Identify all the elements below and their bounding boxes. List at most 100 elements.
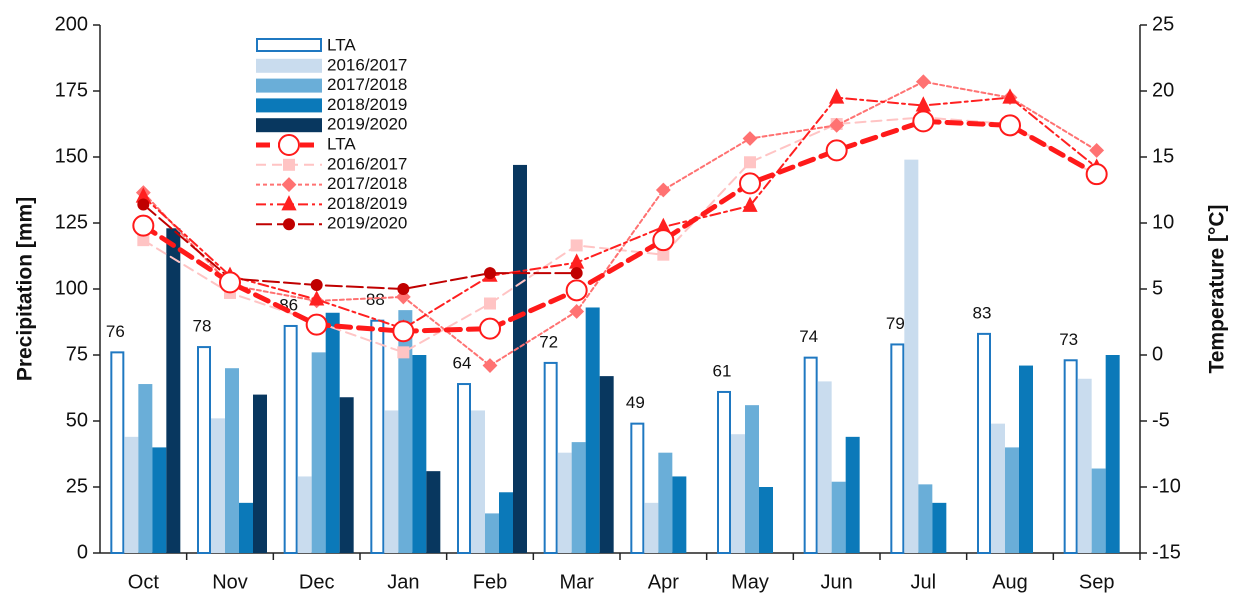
value-label: 61 [713, 361, 732, 380]
marker [825, 139, 848, 162]
bar [339, 397, 354, 553]
bar [1105, 355, 1120, 553]
marker [744, 156, 756, 169]
bar [211, 418, 225, 553]
value-label: 72 [539, 332, 558, 351]
marker [742, 196, 758, 212]
bar [557, 452, 572, 553]
bar [745, 405, 759, 553]
bar [325, 312, 340, 553]
marker [482, 358, 498, 373]
legend-swatch [256, 58, 322, 73]
marker [132, 214, 155, 237]
line [142, 203, 578, 291]
bar [384, 410, 399, 553]
marker [1002, 88, 1018, 104]
bar [297, 476, 312, 553]
marker [397, 346, 410, 359]
marker [652, 229, 675, 252]
value-label: 76 [106, 322, 125, 341]
marker [137, 198, 150, 211]
marker [484, 267, 496, 280]
y2-tick-label: -10 [1152, 475, 1181, 497]
bar [499, 492, 513, 553]
bar [731, 434, 745, 553]
marker [739, 172, 761, 195]
value-label: 64 [453, 354, 472, 373]
marker [565, 279, 588, 302]
legend-label: 2016/2017 [327, 55, 407, 74]
bar [630, 422, 645, 555]
bar [585, 307, 600, 553]
marker [278, 134, 300, 156]
bar [759, 487, 773, 553]
marker [397, 283, 410, 295]
marker [310, 279, 323, 292]
marker [479, 317, 501, 340]
y-tick-label: 25 [66, 475, 88, 497]
bar [398, 310, 413, 553]
x-tick-label: Apr [648, 571, 679, 593]
y-tick-label: 75 [66, 343, 88, 365]
y-tick-label: 0 [77, 541, 88, 563]
bar [817, 381, 832, 553]
legend-label: 2018/2019 [327, 194, 407, 213]
legend-swatch [256, 38, 322, 52]
value-label: 49 [626, 393, 645, 412]
bar [890, 343, 905, 554]
x-tick-label: Aug [992, 571, 1028, 593]
bar [672, 476, 687, 553]
bar [717, 390, 731, 554]
bar [412, 355, 427, 553]
legend-label: 2019/2020 [327, 115, 407, 134]
value-label: 79 [886, 314, 905, 333]
bar [311, 352, 326, 553]
y-tick-label: 175 [55, 79, 88, 101]
legend-label: 2016/2017 [327, 154, 407, 173]
marker [829, 88, 845, 104]
marker [912, 110, 935, 133]
bar [1091, 468, 1106, 553]
marker [392, 320, 415, 343]
x-tick-label: Oct [128, 571, 160, 593]
y-axis-title: Precipitation [mm] [14, 197, 37, 381]
y2-tick-label: 10 [1152, 211, 1174, 233]
y-tick-label: 200 [55, 13, 88, 35]
y-tick-label: 125 [55, 211, 88, 233]
legend-label: 2019/2020 [327, 214, 407, 233]
x-tick-label: Jun [821, 571, 853, 593]
bar [239, 502, 253, 553]
marker [1089, 142, 1105, 158]
legend-swatch [256, 98, 322, 113]
x-tick-label: Nov [212, 571, 248, 593]
bar [1063, 359, 1078, 554]
line [142, 80, 1098, 367]
value-label: 78 [193, 317, 212, 336]
bar [471, 410, 485, 553]
y2-tick-label: 5 [1152, 277, 1163, 299]
marker [999, 114, 1021, 137]
y2-tick-label: 25 [1152, 13, 1174, 35]
legend-label: 2017/2018 [327, 75, 407, 94]
y2-tick-label: 20 [1152, 79, 1174, 101]
bar [644, 502, 659, 553]
marker [569, 304, 585, 319]
x-tick-label: Jul [911, 571, 937, 593]
x-tick-label: Sep [1079, 571, 1115, 593]
legend-label: LTA [327, 134, 356, 153]
bar [831, 481, 846, 553]
legend-label: LTA [327, 35, 356, 54]
line [142, 96, 1098, 330]
x-tick-label: Dec [299, 571, 335, 593]
legend-label: 2018/2019 [327, 95, 407, 114]
marker [657, 248, 670, 261]
bar [370, 319, 385, 554]
bar [138, 384, 153, 553]
x-tick-label: Feb [473, 571, 507, 593]
bar [485, 513, 499, 553]
marker [570, 239, 583, 252]
value-label: 73 [1059, 330, 1078, 349]
marker [281, 195, 297, 211]
bar [457, 383, 471, 555]
